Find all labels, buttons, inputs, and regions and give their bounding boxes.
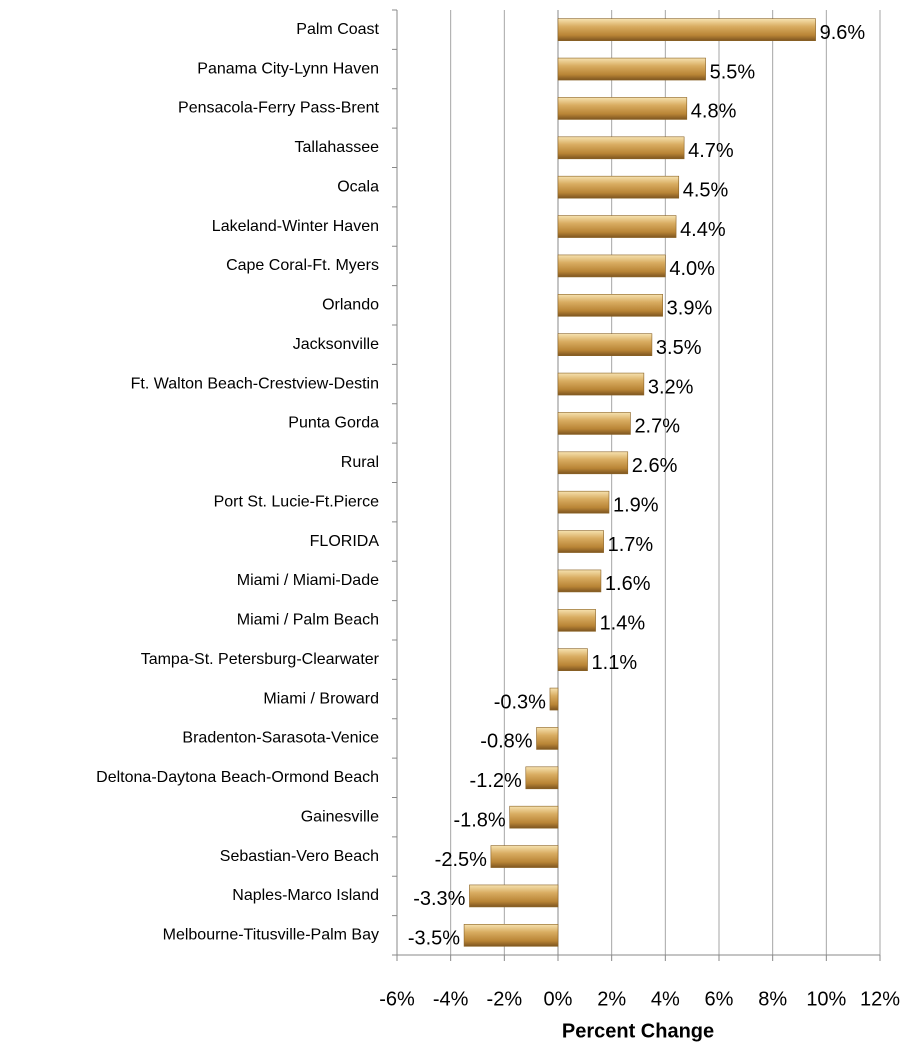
bar — [557, 136, 685, 160]
y-tick-label: Panama City-Lynn Haven — [197, 60, 379, 77]
y-tick-label: Cape Coral-Ft. Myers — [226, 257, 379, 274]
bar — [557, 530, 604, 553]
y-tick-label: Miami / Palm Beach — [237, 612, 379, 629]
bar — [557, 18, 816, 41]
bar — [509, 805, 559, 829]
x-tick-label: 10% — [806, 988, 846, 1010]
bar — [557, 254, 666, 278]
bar — [463, 924, 559, 947]
data-label: 4.5% — [683, 179, 729, 201]
bar — [557, 57, 706, 81]
y-tick-label: Port St. Lucie-Ft.Pierce — [214, 493, 379, 510]
bar — [549, 687, 559, 711]
x-tick-label: 6% — [705, 988, 734, 1010]
y-tick-label: Miami / Broward — [263, 690, 379, 707]
y-tick-label: Lakeland-Winter Haven — [212, 218, 379, 235]
bar — [557, 609, 596, 632]
x-tick-label: 4% — [651, 988, 680, 1010]
data-label: 1.7% — [608, 534, 654, 556]
x-tick-label: 8% — [758, 988, 787, 1010]
data-label: -3.5% — [408, 928, 460, 950]
bar — [557, 412, 631, 435]
data-label: -2.5% — [435, 849, 487, 871]
data-label: 4.7% — [688, 140, 734, 162]
y-tick-label: Melbourne-Titusville-Palm Bay — [163, 927, 379, 944]
y-tick-label: Jacksonville — [293, 336, 379, 353]
bar — [557, 215, 677, 238]
bar — [557, 372, 645, 396]
data-label: 2.6% — [632, 455, 678, 477]
data-label: 9.6% — [820, 22, 866, 44]
bar — [469, 884, 559, 908]
bar — [557, 97, 688, 120]
data-label: 1.4% — [600, 613, 646, 635]
y-tick-label: Tampa-St. Petersburg-Clearwater — [141, 651, 380, 668]
y-tick-label: Pensacola-Ferry Pass-Brent — [178, 100, 380, 117]
x-tick-label: -2% — [487, 988, 523, 1010]
y-tick-label: Palm Coast — [296, 21, 379, 38]
y-tick-label: Punta Gorda — [288, 415, 379, 432]
y-tick-label: Rural — [341, 454, 379, 471]
y-tick-label: FLORIDA — [310, 533, 380, 550]
bar — [557, 490, 610, 514]
data-label: 4.8% — [691, 101, 737, 123]
data-label: 2.7% — [634, 416, 680, 438]
data-label: 3.5% — [656, 337, 702, 359]
y-tick-label: Deltona-Daytona Beach-Ormond Beach — [96, 769, 379, 786]
bar — [557, 294, 663, 317]
data-label: 3.2% — [648, 376, 694, 398]
data-label: -1.2% — [470, 770, 522, 792]
y-tick-label: Sebastian-Vero Beach — [220, 848, 379, 865]
data-label: -0.3% — [494, 691, 546, 713]
x-axis-title: Percent Change — [562, 1020, 714, 1042]
data-label: 1.6% — [605, 573, 651, 595]
bar — [557, 333, 653, 356]
data-label: -1.8% — [453, 809, 505, 831]
y-tick-label: Miami / Miami-Dade — [237, 572, 379, 589]
x-tick-label: 0% — [544, 988, 573, 1010]
data-label: 1.1% — [592, 652, 638, 674]
x-tick-label: -4% — [433, 988, 469, 1010]
x-tick-label: -6% — [379, 988, 415, 1010]
bar — [490, 845, 559, 868]
data-label: -0.8% — [480, 731, 532, 753]
data-label: 5.5% — [710, 61, 756, 83]
y-tick-label: Orlando — [322, 297, 379, 314]
y-tick-label: Ocala — [337, 178, 379, 195]
y-tick-label: Bradenton-Sarasota-Venice — [182, 730, 379, 747]
data-label: 4.4% — [680, 219, 726, 241]
data-label: 4.0% — [669, 258, 715, 280]
x-tick-label: 12% — [860, 988, 900, 1010]
bar — [557, 175, 680, 199]
data-label: 1.9% — [613, 494, 659, 516]
data-label: -3.3% — [413, 888, 465, 910]
y-tick-label: Ft. Walton Beach-Crestview-Destin — [131, 375, 379, 392]
bar — [557, 451, 629, 475]
y-tick-label: Tallahassee — [295, 139, 380, 156]
data-label: 3.9% — [667, 298, 713, 320]
y-tick-label: Naples-Marco Island — [232, 887, 379, 904]
y-tick-label: Gainesville — [301, 808, 379, 825]
x-tick-label: 2% — [597, 988, 626, 1010]
bar — [536, 727, 559, 750]
bar — [557, 648, 588, 671]
bar — [525, 766, 559, 790]
bar — [557, 569, 602, 593]
